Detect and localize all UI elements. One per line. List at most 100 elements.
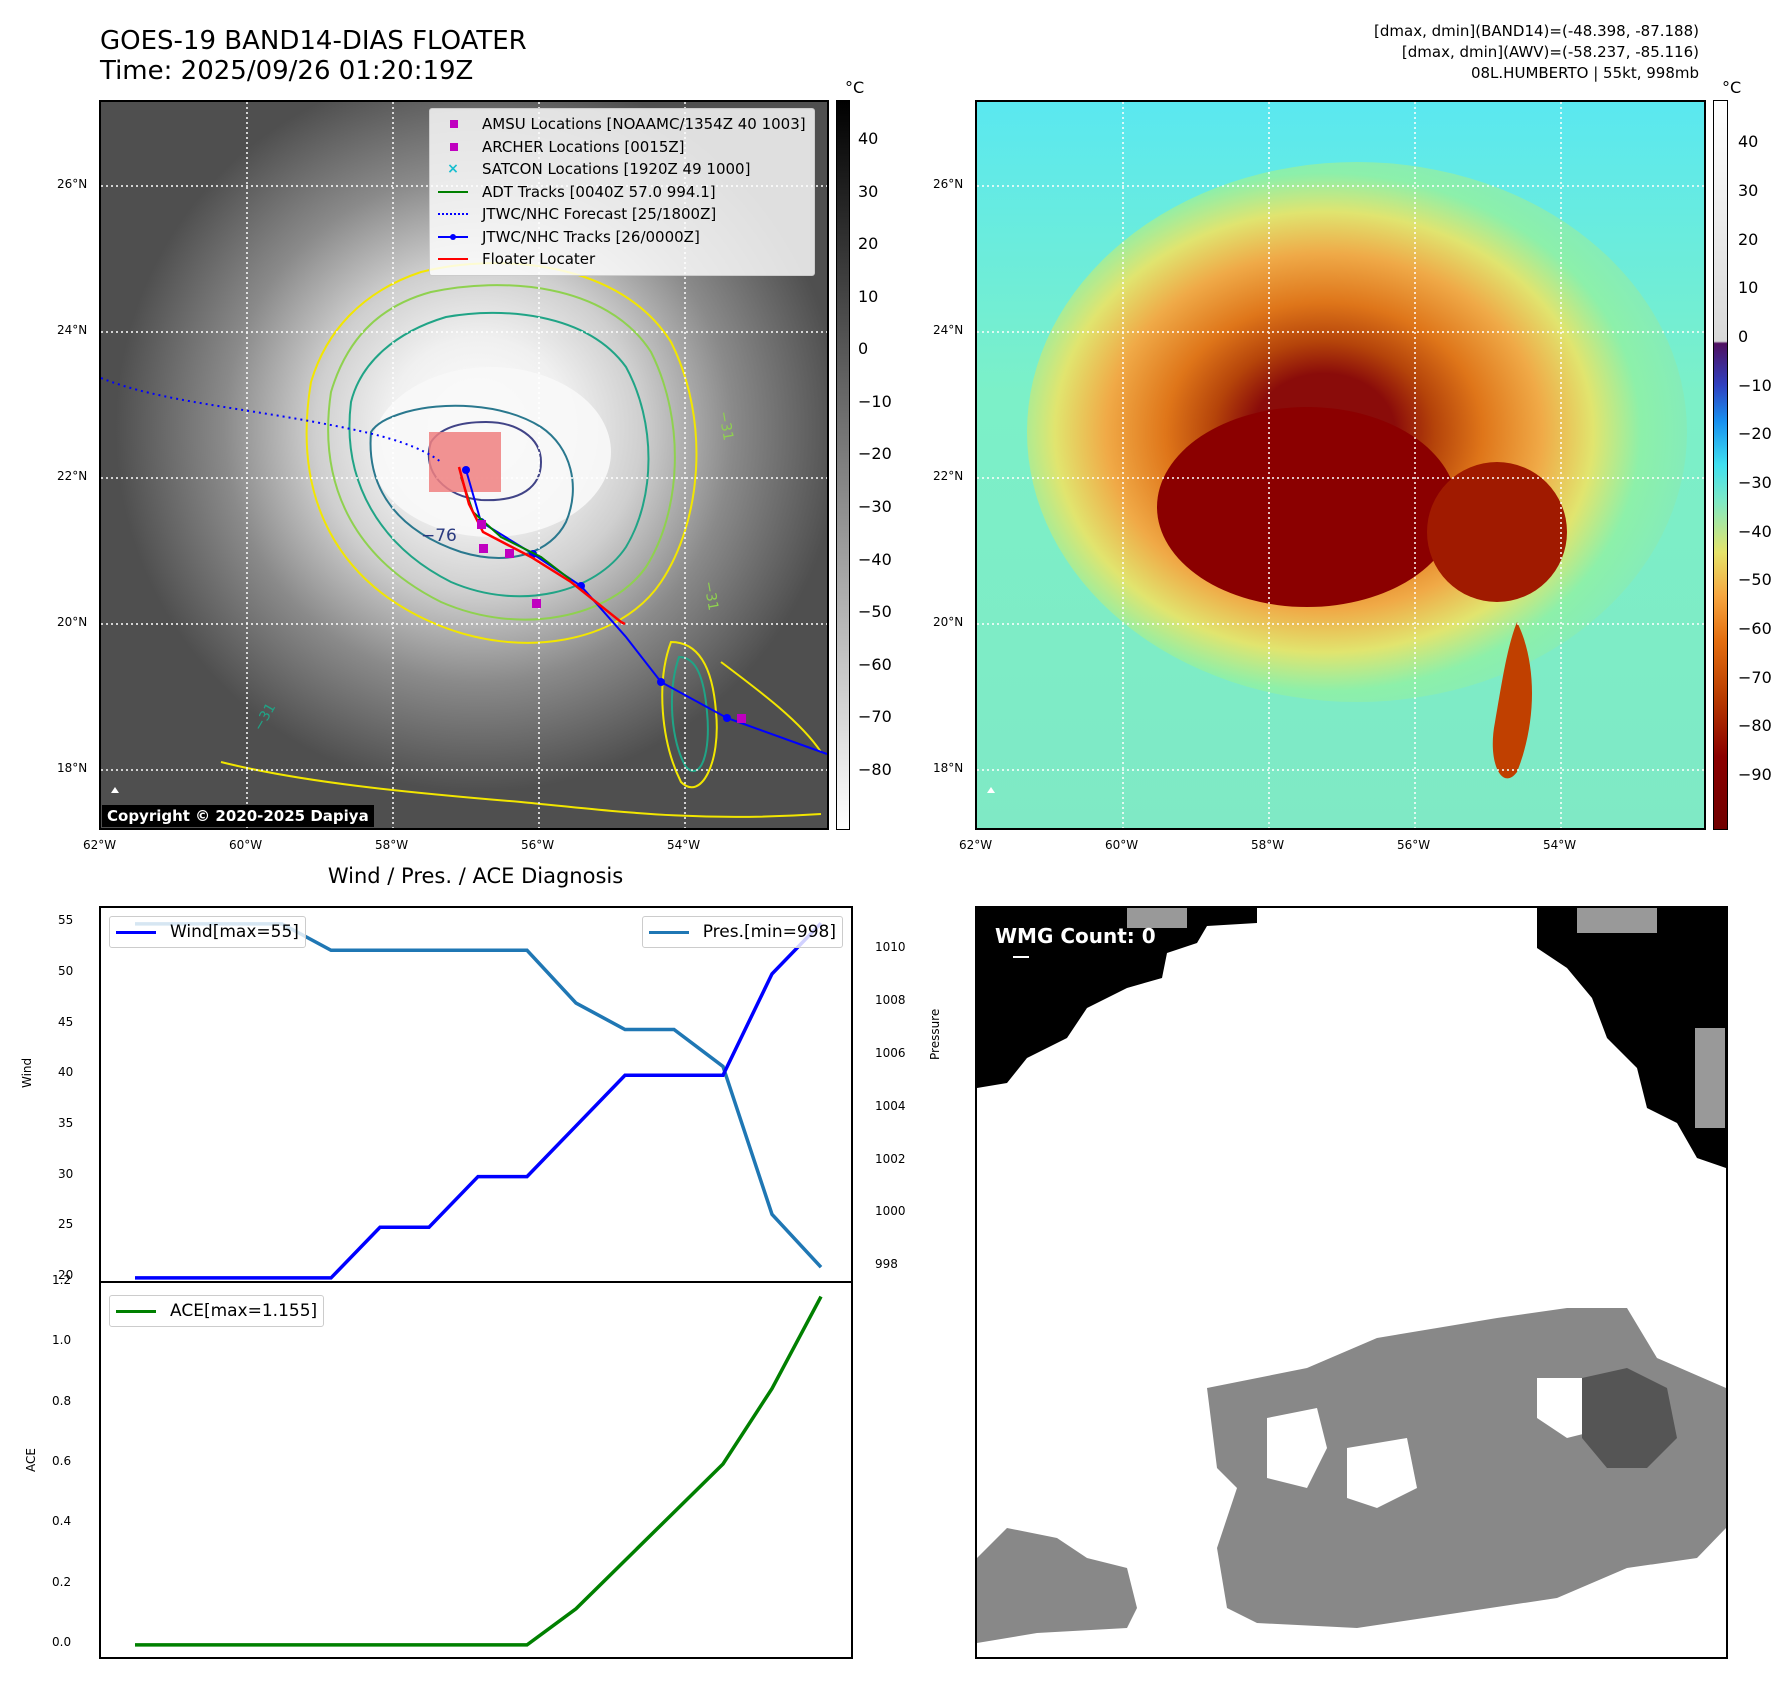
pressure-legend: Pres.[min=998] [641,916,843,948]
wind-tick-label: 45 [58,1014,74,1029]
pressure-tick-label: 1006 [875,1045,906,1060]
lon-label: 62°W [959,838,993,852]
lon-label: 62°W [83,838,117,852]
colorbar-left [836,100,850,830]
colorbar-tick-label: −30 [858,497,892,516]
colorbar-right-unit: °C [1722,78,1742,97]
legend-item-ace: ACE[max=1.155] [116,1298,317,1324]
colorbar-tick-label: 0 [1738,327,1749,346]
forecast-track [101,377,442,463]
storm-info: 08L.HUMBERTO | 55kt, 998mb [1470,64,1699,82]
chart-title-line1: GOES-19 BAND14-DIAS FLOATER [100,26,527,56]
wmg-black-region-left [977,908,1257,1088]
legend-item-tracks: JTWC/NHC Tracks [26/0000Z] [438,226,806,249]
wmg-gray-patch [1127,908,1187,928]
wmg-underline [1013,956,1029,958]
storm-band [1427,462,1567,602]
line-icon [648,925,689,939]
colorbar-tick-label: −10 [1738,375,1772,395]
lat-label: 20°N [933,615,964,629]
legend-item-wind: Wind[max=55] [116,919,299,945]
colorbar-tick-label: −50 [1738,570,1772,590]
ace-line [135,1295,823,1647]
colorbar-tick-label: 20 [1738,229,1759,249]
pressure-tick-label: 1000 [875,1204,906,1219]
lon-label: 58°W [1251,838,1285,852]
storm-core [1157,407,1457,607]
colorbar-tick-label: −30 [1738,473,1772,492]
wmg-white-hole [1347,1438,1417,1508]
wind-pressure-panel: Wind[max=55] Pres.[min=998] [99,906,853,1283]
ace-tick-label: 1.0 [52,1333,72,1348]
copyright-label: Copyright © 2020-2025 Dapiya [102,805,374,827]
colorbar-tick-label: 20 [858,234,879,254]
colorbar-tick-label: 10 [858,286,879,306]
wind-tick-label: 35 [58,1115,74,1130]
line-icon [438,185,468,199]
stats-line2: [dmax, dmin](AWV)=(-58.237, -85.116) [1401,43,1699,61]
lon-label: 56°W [521,838,555,852]
pressure-tick-label: 1002 [875,1151,906,1166]
wmg-map [977,908,1726,1643]
colorbar-right [1713,100,1728,830]
lon-label: 60°W [229,838,263,852]
legend-item-amsu: AMSU Locations [NOAAMC/1354Z 40 1003] [438,113,806,136]
rainband [1492,622,1532,779]
ir-map-panel: −76 −31 −31 −31 [99,100,829,830]
color-ir-map-panel [975,100,1706,830]
ace-tick-label: 0.0 [52,1634,72,1649]
lat-label: 22°N [933,469,964,483]
wind-tick-label: 55 [58,913,74,928]
line-icon [116,925,156,939]
wind-pressure-plot [135,921,823,1280]
colorbar-tick-label: −80 [1738,716,1772,736]
contour-label-76: −76 [421,526,457,546]
wind-tick-label: 25 [58,1217,74,1232]
legend-item-satcon: × SATCON Locations [1920Z 49 1000] [438,158,806,181]
dotted-line-icon [438,207,468,221]
colorbar-tick-label: −60 [1738,619,1772,638]
contour-label-31a: −31 [715,410,736,442]
colorbar-tick-label: 40 [1738,132,1759,152]
ace-axis-label: ACE [24,1448,38,1472]
colorbar-tick-label: 10 [1738,278,1759,298]
lat-label: 20°N [57,615,88,629]
wind-tick-label: 40 [58,1065,74,1080]
lon-label: 54°W [667,838,701,852]
lat-label: 22°N [57,469,88,483]
legend-item-forecast: JTWC/NHC Forecast [25/1800Z] [438,203,806,226]
lat-label: 24°N [933,323,964,337]
colorbar-left-unit: °C [845,78,865,97]
legend-item-pressure: Pres.[min=998] [648,919,836,945]
wmg-gray-patch [1695,1028,1725,1128]
ace-tick-label: 0.4 [52,1514,72,1529]
lon-label: 56°W [1397,838,1431,852]
lat-label: 18°N [57,761,88,775]
wmg-white-hole [1267,1408,1327,1488]
amsu-archer-points [477,520,746,723]
wind-legend: Wind[max=55] [109,916,306,948]
pressure-tick-label: 1010 [875,940,906,955]
colorbar-tick-label: −10 [858,391,892,411]
map-legend: AMSU Locations [NOAAMC/1354Z 40 1003] AR… [429,108,815,276]
ace-legend: ACE[max=1.155] [109,1295,325,1327]
lat-label: 26°N [933,177,964,191]
lat-label: 26°N [57,177,88,191]
wind-tick-label: 20 [58,1267,74,1282]
lat-label: 24°N [57,323,88,337]
wmg-count-label: WMG Count: 0 [995,924,1156,948]
legend-item-floater: Floater Locater [438,248,806,271]
wmg-black-region-right [1537,908,1726,1168]
diagnosis-title: Wind / Pres. / ACE Diagnosis [327,864,624,888]
wmg-gray-region-small [977,1528,1137,1643]
lat-label: 18°N [933,761,964,775]
square-icon [438,117,468,131]
legend-item-archer: ARCHER Locations [0015Z] [438,136,806,159]
colorbar-tick-label: 0 [858,339,869,359]
pressure-line [135,922,823,1269]
wmg-panel: WMG Count: 0 [975,906,1728,1659]
line-icon [438,252,468,266]
colorbar-tick-label: −80 [858,759,892,779]
legend-item-adt: ADT Tracks [0040Z 57.0 994.1] [438,181,806,204]
line-icon [116,1304,156,1318]
